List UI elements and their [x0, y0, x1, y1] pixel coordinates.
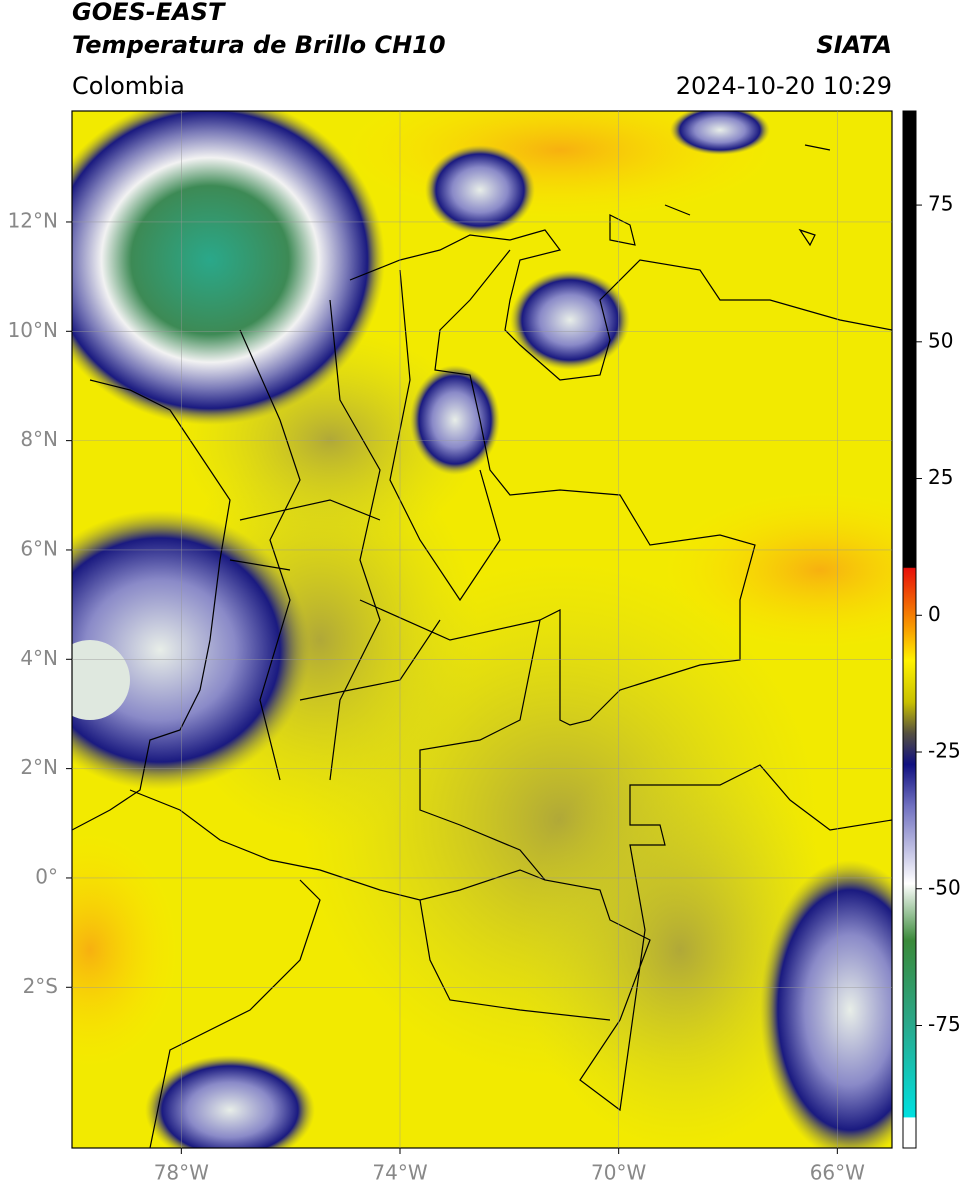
- colorbar-tick-label: -50: [928, 875, 961, 899]
- colorbar-tick-label: 25: [928, 465, 953, 489]
- source: SIATA: [816, 31, 892, 59]
- country-border: [72, 379, 231, 831]
- x-tick-label: 70°W: [591, 1161, 646, 1185]
- satellite-image: [72, 111, 892, 1148]
- country-border: [349, 229, 892, 381]
- y-tick-label: 12°N: [8, 208, 58, 232]
- coastline: [609, 144, 831, 247]
- timestamp: 2024-10-20 10:29: [676, 72, 892, 100]
- subtitle: Temperatura de Brillo CH10: [72, 31, 446, 59]
- y-tick-label: 10°N: [8, 318, 58, 342]
- country-border: [419, 899, 611, 1021]
- y-tick-label: 2°S: [23, 974, 58, 998]
- country-border: [419, 249, 892, 1112]
- colorbar-tick-label: 0: [928, 602, 941, 626]
- colorbar-tick-label: -25: [928, 739, 961, 763]
- colorbar: [902, 110, 917, 1149]
- colorbar-ticks: 75 50 25 0 -25 -50 -75: [916, 192, 961, 1036]
- y-tick-label: 2°N: [20, 755, 58, 779]
- colorbar-tick-label: 50: [928, 328, 953, 352]
- country-border: [129, 789, 546, 901]
- y-tick-label: 4°N: [20, 646, 58, 670]
- y-tick-label: 8°N: [20, 427, 58, 451]
- map-frame: [71, 110, 893, 1149]
- country-border: [149, 879, 321, 1148]
- x-tick-label: 78°W: [154, 1161, 209, 1185]
- y-tick-label: 6°N: [20, 536, 58, 560]
- colorbar-tick-label: 75: [928, 192, 953, 216]
- graticule: 78°W 74°W 70°W 66°W 12°N 10°N 8°N 6°N 4°N 2°N 0° 2°…: [8, 111, 892, 1185]
- region: Colombia: [72, 72, 185, 100]
- x-tick-label: 66°W: [810, 1161, 865, 1185]
- colorbar-tick-label: -75: [928, 1012, 961, 1036]
- y-tick-label: 0°: [35, 864, 58, 888]
- title: GOES-EAST: [72, 0, 226, 26]
- x-tick-label: 74°W: [372, 1161, 427, 1185]
